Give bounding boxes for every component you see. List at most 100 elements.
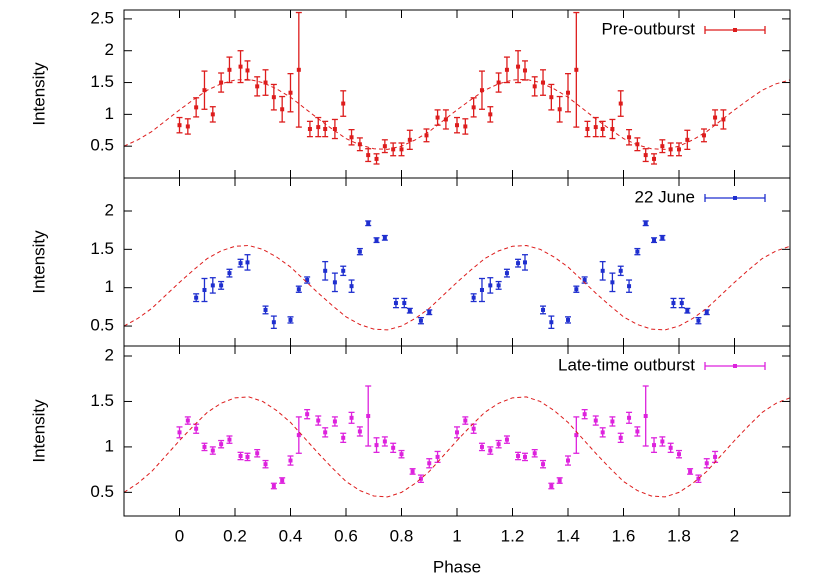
data-point xyxy=(610,419,615,424)
data-point xyxy=(271,484,276,488)
data-point xyxy=(194,295,199,300)
data-point xyxy=(194,426,199,431)
data-point xyxy=(496,80,501,85)
data-point xyxy=(610,127,615,131)
plot-frame xyxy=(123,345,791,517)
data-point xyxy=(245,260,250,265)
data-point xyxy=(696,318,701,323)
data-point xyxy=(305,278,310,283)
legend-label: Late-time outburst xyxy=(558,355,695,374)
data-point xyxy=(585,127,590,131)
data-point xyxy=(522,260,527,265)
data-point xyxy=(341,435,346,440)
data-point xyxy=(566,317,570,322)
x-tick-label: 1.8 xyxy=(667,526,691,545)
data-point xyxy=(185,418,190,423)
data-point xyxy=(618,435,623,440)
data-point xyxy=(219,80,224,85)
data-point xyxy=(471,426,476,431)
data-point xyxy=(660,439,665,444)
data-point xyxy=(332,280,337,285)
data-point xyxy=(332,127,337,131)
data-point xyxy=(271,320,276,325)
data-point xyxy=(532,451,537,456)
data-point xyxy=(582,278,587,283)
data-point xyxy=(443,117,448,122)
data-point xyxy=(522,68,527,73)
data-point xyxy=(522,454,527,459)
data-point xyxy=(323,127,328,131)
data-point xyxy=(418,318,423,323)
data-point xyxy=(713,115,718,120)
data-point xyxy=(668,445,673,450)
data-point xyxy=(496,442,501,447)
data-point xyxy=(679,301,684,306)
data-point xyxy=(219,283,224,288)
y-tick-label: 1 xyxy=(105,277,114,296)
data-point xyxy=(541,462,546,467)
data-point xyxy=(288,317,293,322)
data-point xyxy=(635,142,640,147)
data-point xyxy=(255,84,260,89)
data-point xyxy=(660,235,665,240)
x-tick-label: 1.4 xyxy=(556,526,580,545)
data-point xyxy=(245,454,250,459)
x-tick-label: 0.2 xyxy=(223,526,247,545)
data-point xyxy=(407,137,412,142)
legend-point xyxy=(733,364,737,368)
legend-point xyxy=(733,196,737,200)
data-point xyxy=(600,127,605,131)
data-point xyxy=(455,123,459,128)
data-point xyxy=(677,452,681,457)
data-point xyxy=(399,147,404,152)
data-point xyxy=(471,105,476,110)
data-point xyxy=(280,107,285,112)
data-point xyxy=(382,439,387,444)
data-point xyxy=(374,156,379,161)
y-axis-label: Intensity xyxy=(29,62,48,126)
data-point xyxy=(610,280,615,285)
data-point xyxy=(688,469,693,474)
data-point xyxy=(635,429,640,434)
data-point xyxy=(541,80,546,85)
data-point xyxy=(219,442,224,447)
data-point xyxy=(549,95,554,100)
data-point xyxy=(296,287,301,292)
data-point xyxy=(643,153,648,158)
y-axis-label: Intensity xyxy=(29,399,48,463)
plot-area xyxy=(124,11,790,165)
data-point xyxy=(305,412,310,417)
legend-label: Pre-outburst xyxy=(601,19,695,38)
data-point xyxy=(488,112,493,117)
data-point xyxy=(618,268,623,273)
data-point xyxy=(574,433,579,438)
data-point xyxy=(504,437,509,442)
data-point xyxy=(341,268,346,273)
data-point xyxy=(685,308,690,313)
data-point xyxy=(357,142,362,147)
legend-label: 22 June xyxy=(635,187,696,206)
data-point xyxy=(618,101,623,106)
data-point xyxy=(210,448,215,453)
data-point xyxy=(399,452,404,457)
data-point xyxy=(668,147,673,152)
data-point xyxy=(402,301,407,306)
x-tick-label: 1.6 xyxy=(612,526,636,545)
legend-key xyxy=(704,362,766,370)
data-point xyxy=(357,429,362,434)
data-point xyxy=(593,418,598,423)
legend-key xyxy=(704,26,766,34)
data-point xyxy=(185,124,190,129)
data-point xyxy=(704,461,709,466)
y-tick-label: 2 xyxy=(105,345,114,364)
data-point xyxy=(227,271,232,276)
data-point xyxy=(532,84,537,89)
data-point xyxy=(349,135,354,140)
data-point xyxy=(677,147,681,152)
data-point xyxy=(366,221,371,226)
data-point xyxy=(496,283,501,288)
data-point xyxy=(245,68,250,73)
data-point xyxy=(194,105,199,110)
data-point xyxy=(418,476,423,481)
